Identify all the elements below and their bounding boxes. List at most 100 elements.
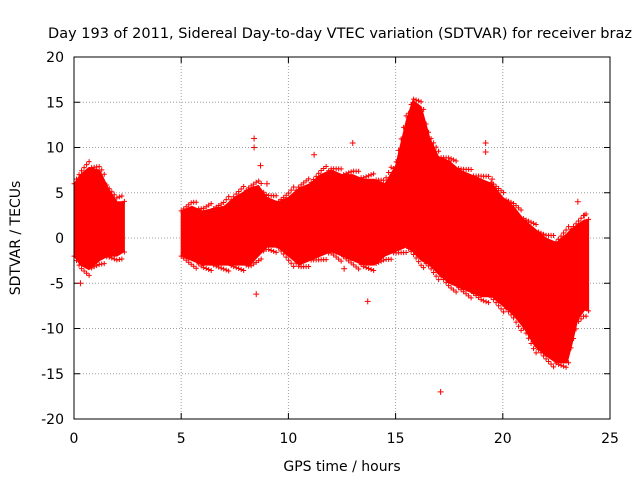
edge-marker [363,265,369,271]
edge-marker [496,186,502,192]
edge-marker [506,198,512,204]
edge-marker [381,257,387,263]
edge-marker [478,297,484,303]
edge-marker [503,306,509,312]
edge-marker [528,340,534,346]
edge-marker [296,184,302,190]
edge-marker [506,309,512,315]
edge-marker [121,198,127,204]
edge-marker [226,194,232,200]
edge-marker [208,201,214,207]
edge-marker [533,350,539,356]
edge-marker [518,207,524,213]
edge-marker [231,264,237,270]
edge-marker [228,263,234,269]
edge-marker [206,267,212,273]
edge-marker [491,297,497,303]
edge-marker [361,264,367,270]
edge-marker [543,356,549,362]
edge-marker [381,177,387,183]
outlier-point [251,144,258,151]
edge-marker [456,166,462,172]
edge-marker [371,268,377,274]
edge-marker [528,219,534,225]
edge-marker [538,350,544,356]
edge-marker [481,298,487,304]
edge-marker [79,266,85,272]
edge-marker [508,312,514,318]
x-tick-label: 25 [601,431,619,447]
edge-marker [568,226,574,232]
edge-marker [523,330,529,336]
edge-marker [423,261,429,267]
edge-marker [578,215,584,221]
edge-marker [536,347,542,353]
edge-marker [256,178,262,184]
edge-marker [231,194,237,200]
outlier-point [311,151,318,158]
plot-frame [73,56,611,420]
edge-marker [498,306,504,312]
edge-marker [403,113,409,119]
edge-marker [573,221,579,227]
edge-marker [368,172,374,178]
edge-marker [273,249,279,255]
edge-marker [96,164,102,170]
edge-marker [346,170,352,176]
data-layer [71,96,592,395]
edge-marker [531,346,537,352]
edge-marker [114,195,120,201]
edge-marker [338,258,344,264]
edge-marker [291,184,297,190]
edge-marker [493,183,499,189]
x-tick-label: 0 [70,431,79,447]
edge-marker [193,199,199,205]
edge-marker [238,267,244,273]
edge-marker [551,232,557,238]
edge-marker [211,262,217,268]
edge-marker [296,263,302,269]
edge-marker [391,165,397,171]
edge-marker [453,289,459,295]
outlier-point [257,162,264,169]
edge-marker [366,173,372,179]
y-tick-label: 20 [46,50,64,66]
edge-marker [341,172,347,178]
edge-marker [563,364,569,370]
edge-marker [286,257,292,263]
edge-marker [431,269,437,275]
edge-marker [216,264,222,270]
x-axis-label: GPS time / hours [283,459,400,475]
edge-marker [571,335,577,341]
tick-labels: 0 5 10 15 20 25 -20 -15 -10 -5 0 5 10 15 20 [41,50,619,447]
edge-marker [566,224,572,230]
outlier-point [482,139,489,146]
edge-marker [268,247,274,253]
edge-marker [378,258,384,264]
edge-marker [511,200,517,206]
edge-marker [526,335,532,341]
edge-marker [501,190,507,196]
edge-marker [293,260,299,266]
edge-marker [551,364,557,370]
edge-marker [426,129,432,135]
edge-marker [436,148,442,154]
edge-marker [561,230,567,236]
edge-marker [541,353,547,359]
data-band [180,99,590,364]
edge-marker [483,299,489,305]
edge-marker [538,230,544,236]
y-tick-label: 5 [55,186,64,202]
edge-marker [188,200,194,206]
edge-marker [406,246,412,252]
edge-marker [576,218,582,224]
edge-marker [348,169,354,175]
edge-marker [86,272,92,278]
edge-marker [368,267,374,273]
edge-marker [241,268,247,274]
edge-marker [116,256,122,262]
outlier-point [251,135,258,142]
edge-marker [81,165,87,171]
edge-marker [361,175,367,181]
